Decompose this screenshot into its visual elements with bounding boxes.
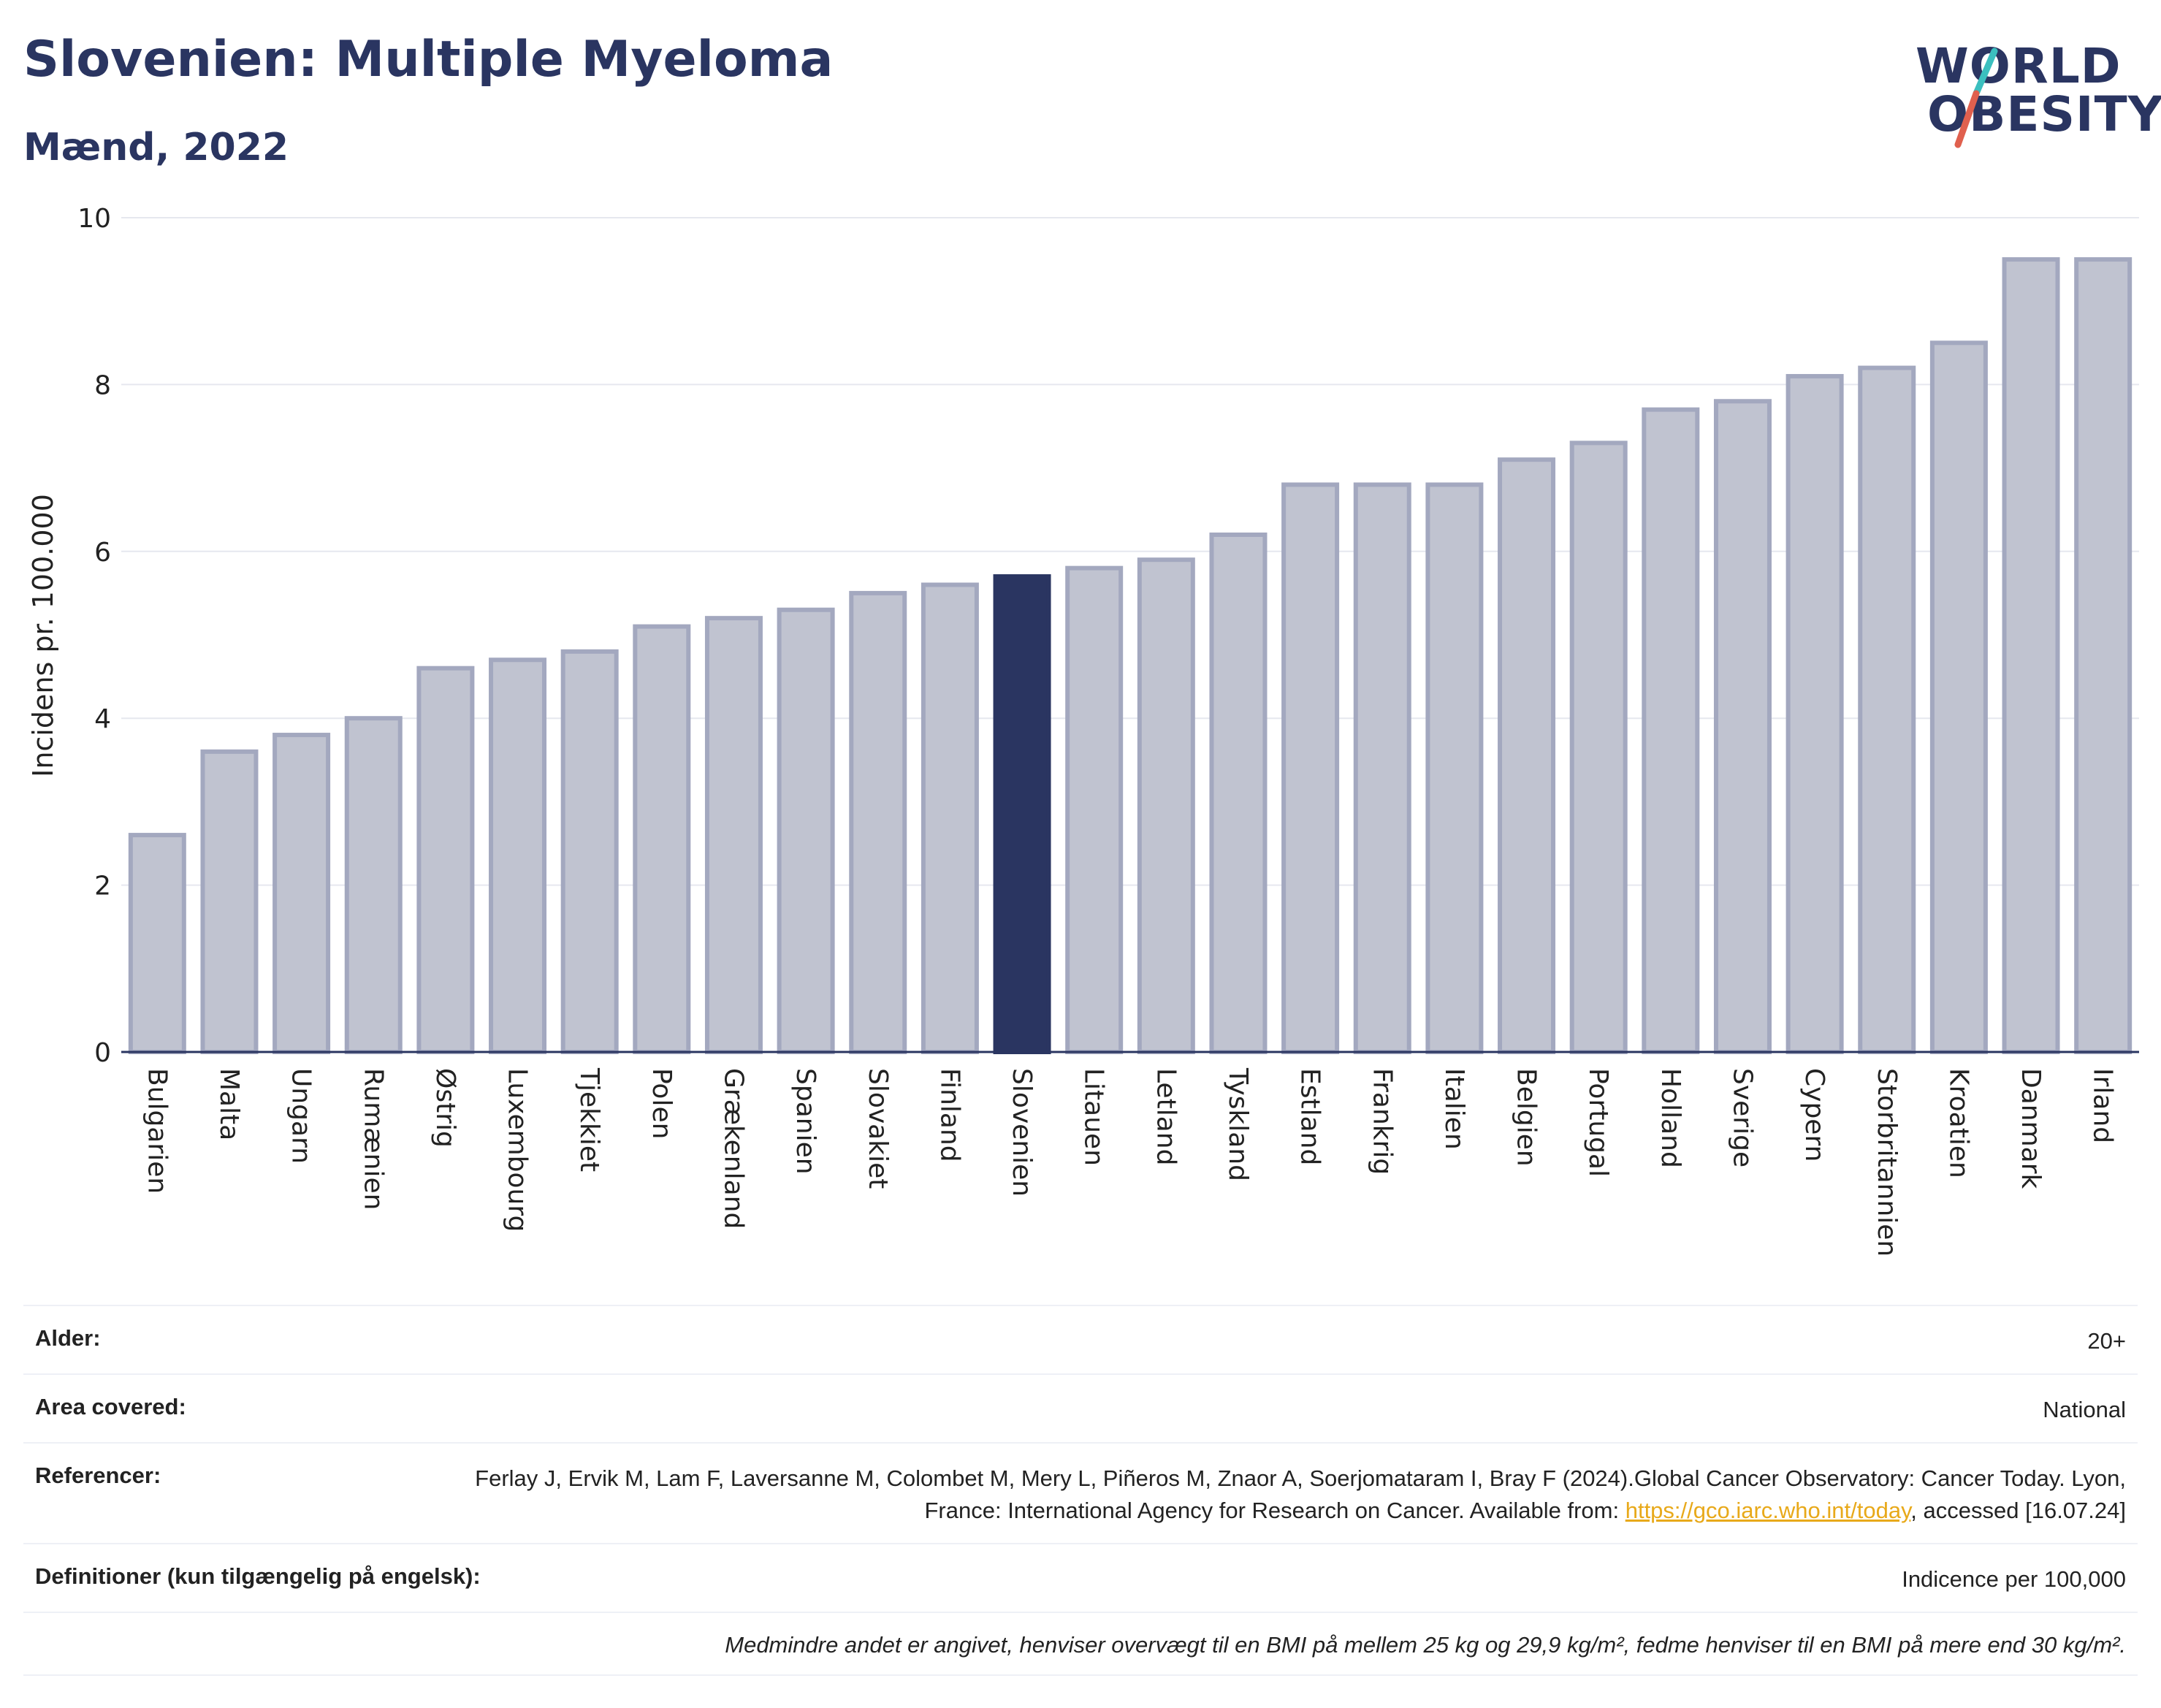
bars: [128, 257, 2133, 1055]
bar-cypern: [1785, 373, 1844, 1054]
bar-portugal: [1569, 441, 1628, 1054]
x-tick-label: Irland: [2088, 1068, 2118, 1143]
x-tick-label: Holland: [1655, 1068, 1685, 1168]
y-tick-label: 6: [94, 538, 111, 568]
bar-belgien: [1498, 457, 1556, 1054]
x-tick-label: Kroatien: [1943, 1068, 1973, 1178]
info-label: Alder:: [35, 1325, 101, 1351]
x-tick-label: Rumænien: [358, 1068, 388, 1210]
bar-spanien: [777, 607, 835, 1054]
x-tick-label: Danmark: [2016, 1068, 2046, 1189]
y-axis-label: Incidens pr. 100.000: [27, 494, 59, 777]
info-table: Alder: 20+ Area covered: National Refere…: [23, 1305, 2138, 1676]
bar-rumænien: [344, 716, 403, 1054]
bar-slovenien: [993, 574, 1051, 1054]
info-value: Ferlay J, Ervik M, Lam F, Laversanne M, …: [409, 1463, 2126, 1527]
bar-danmark: [2002, 257, 2060, 1055]
logo-slash-icon: [1954, 47, 1998, 148]
bar-grækenland: [704, 616, 763, 1054]
bar-tjekkiet: [560, 649, 619, 1054]
bar-finland: [921, 582, 979, 1054]
bar-holland: [1642, 407, 1700, 1054]
x-tick-label: Spanien: [790, 1068, 820, 1175]
y-tick-label: 4: [94, 704, 111, 734]
y-tick-labels: 0 2 4 6 8 10: [77, 204, 111, 1068]
info-row-note: Medmindre andet er angivet, henviser ove…: [23, 1612, 2138, 1676]
bar-frankrig: [1353, 482, 1411, 1054]
bar-malta: [200, 749, 259, 1054]
bar-slovakiet: [849, 590, 907, 1054]
info-row-age: Alder: 20+: [23, 1305, 2138, 1373]
bar-letland: [1137, 557, 1195, 1054]
x-tick-label: Tjekkiet: [574, 1067, 604, 1172]
bar-tyskland: [1209, 532, 1268, 1054]
info-row-references: Referencer: Ferlay J, Ervik M, Lam F, La…: [23, 1442, 2138, 1543]
x-tick-label: Slovakiet: [863, 1068, 893, 1189]
x-tick-label: Østrig: [430, 1068, 460, 1148]
x-tick-label: Ungarn: [286, 1068, 316, 1164]
x-tick-label: Polen: [647, 1068, 676, 1139]
bar-estland: [1281, 482, 1340, 1054]
bar-italien: [1425, 482, 1484, 1054]
x-tick-label: Malta: [214, 1068, 244, 1140]
chart-subtitle: Mænd, 2022: [23, 126, 289, 169]
bar-litauen: [1065, 565, 1124, 1054]
x-tick-label: Finland: [934, 1068, 964, 1162]
bar-luxembourg: [489, 657, 547, 1054]
bar-ungarn: [272, 733, 331, 1054]
bar-sverige: [1713, 399, 1772, 1054]
reference-accessed: , accessed [16.07.24]: [1910, 1498, 2126, 1523]
y-tick-label: 10: [77, 204, 111, 234]
x-tick-label: Luxembourg: [503, 1068, 533, 1232]
chart-title: Slovenien: Multiple Myeloma: [23, 31, 834, 88]
bar-irland: [2074, 257, 2133, 1055]
x-tick-label: Letland: [1151, 1068, 1181, 1165]
info-row-definitions: Definitioner (kun tilgængelig på engelsk…: [23, 1543, 2138, 1612]
info-value: 20+: [2087, 1328, 2126, 1354]
x-tick-label: Grækenland: [718, 1068, 748, 1229]
x-tick-label: Portugal: [1583, 1068, 1613, 1177]
bar-chart: 0 2 4 6 8 10 Bulgarien Malta Ungarn Rumænien Østr…: [27, 204, 2139, 1257]
info-label: Definitioner (kun tilgængelig på engelsk…: [35, 1563, 481, 1589]
x-tick-labels: Bulgarien Malta Ungarn Rumænien Østrig Luxemb…: [142, 1067, 2117, 1257]
reference-text: Ferlay J, Ervik M, Lam F, Laversanne M, …: [475, 1465, 2126, 1523]
x-tick-label: Storbritannien: [1872, 1068, 1902, 1257]
info-value: Indicence per 100,000: [1902, 1566, 2126, 1592]
info-value: National: [2043, 1397, 2126, 1422]
x-tick-label: Tyskland: [1223, 1067, 1253, 1181]
info-row-area: Area covered: National: [23, 1373, 2138, 1442]
x-tick-label: Cypern: [1799, 1068, 1829, 1162]
y-tick-label: 0: [94, 1038, 111, 1068]
world-obesity-logo: WORLD OBESITY: [1899, 29, 2161, 153]
logo-word-1: WORLD: [1916, 38, 2122, 94]
bar-kroatien: [1929, 340, 1988, 1054]
bar-storbritannien: [1858, 365, 1916, 1054]
bar-bulgarien: [128, 833, 186, 1054]
x-tick-label: Slovenien: [1007, 1068, 1037, 1197]
info-label: Referencer:: [35, 1463, 161, 1488]
x-tick-label: Sverige: [1727, 1068, 1757, 1167]
footnote: Medmindre andet er angivet, henviser ove…: [725, 1632, 2126, 1658]
info-label: Area covered:: [35, 1394, 186, 1419]
x-tick-label: Italien: [1439, 1068, 1469, 1150]
y-tick-label: 8: [94, 370, 111, 400]
y-tick-label: 2: [94, 872, 111, 901]
x-tick-label: Litauen: [1079, 1068, 1109, 1166]
bar-østrig: [416, 666, 475, 1054]
x-tick-label: Frankrig: [1367, 1068, 1397, 1175]
reference-link[interactable]: https://gco.iarc.who.int/today: [1625, 1498, 1911, 1523]
x-tick-label: Belgien: [1512, 1068, 1541, 1167]
bar-polen: [633, 624, 691, 1054]
x-tick-label: Estland: [1295, 1068, 1325, 1165]
x-tick-label: Bulgarien: [142, 1068, 172, 1194]
